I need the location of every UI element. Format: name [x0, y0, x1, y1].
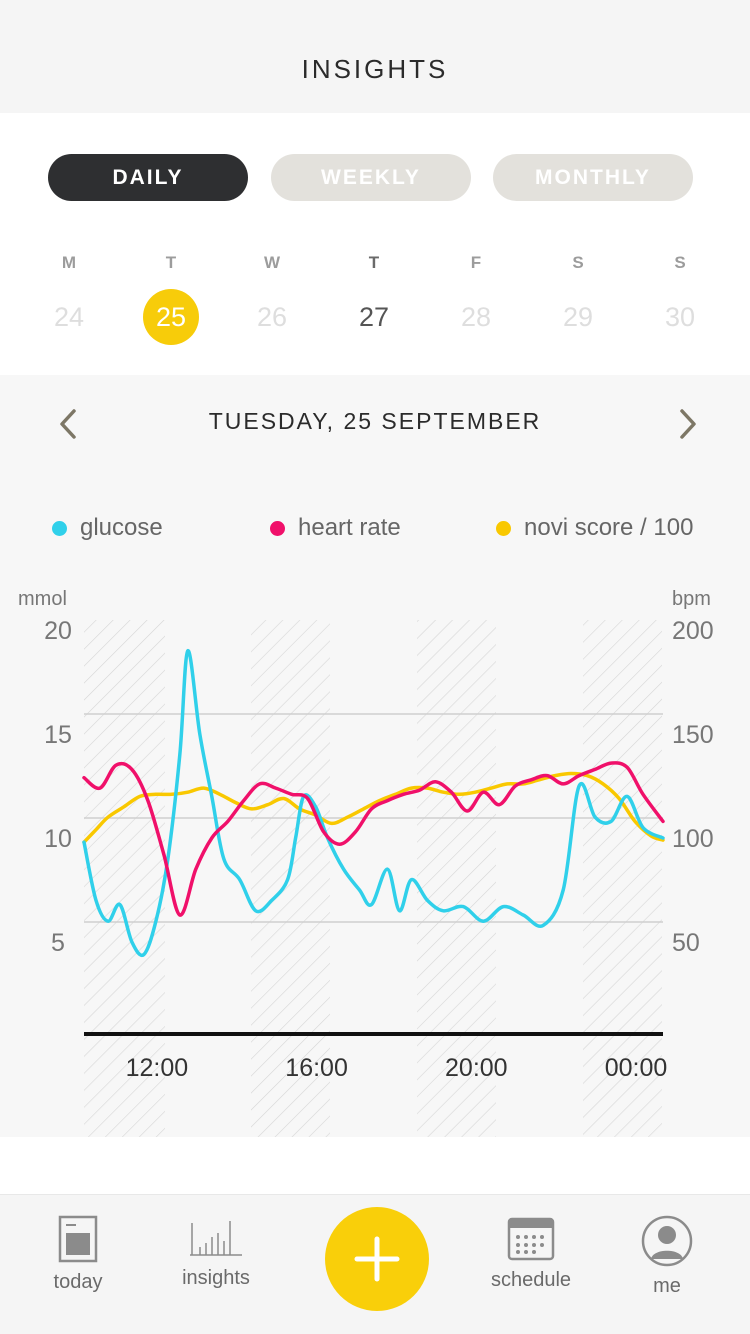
time-band: [84, 620, 165, 1160]
time-band: [251, 620, 330, 1160]
selected-day-number[interactable]: 25: [143, 289, 199, 345]
week-day-thu: T 27: [344, 253, 404, 345]
tab-monthly[interactable]: MONTHLY: [493, 154, 693, 201]
day-letter: F: [470, 253, 482, 272]
week-day-sun: S 30: [650, 253, 710, 345]
right-axis-tick: 100: [672, 825, 714, 853]
day-number[interactable]: 28: [460, 301, 492, 332]
today-day-number[interactable]: 27: [358, 301, 390, 332]
top-bar: INSIGHTS: [0, 0, 750, 113]
left-axis-tick: 15: [44, 721, 72, 749]
today-icon: [58, 1215, 98, 1263]
left-axis-tick: 20: [44, 617, 72, 645]
tab-label: insights: [182, 1267, 250, 1289]
day-letter: W: [263, 253, 281, 272]
legend-label: heart rate: [298, 514, 401, 541]
week-day-fri: F 28: [446, 253, 506, 345]
time-band: [583, 620, 662, 1160]
day-number[interactable]: 30: [664, 301, 696, 332]
legend-glucose: glucose: [52, 514, 163, 542]
right-axis-tick: 150: [672, 721, 714, 749]
left-axis-tick: 5: [51, 929, 65, 957]
add-button[interactable]: [325, 1207, 429, 1311]
novi-score-dot: [496, 520, 511, 536]
tab-label: me: [653, 1275, 681, 1297]
time-band: [417, 620, 496, 1160]
tab-schedule[interactable]: schedule: [471, 1215, 591, 1292]
tab-label: schedule: [490, 1269, 572, 1291]
x-axis-tick: 16:00: [285, 1054, 348, 1082]
tab-today[interactable]: today: [18, 1215, 138, 1294]
page-title: INSIGHTS: [301, 54, 449, 84]
bottom-tab-bar: today insights: [0, 1194, 750, 1334]
heart-rate-dot: [270, 520, 285, 536]
day-letter: S: [674, 253, 686, 272]
tab-weekly[interactable]: WEEKLY: [271, 154, 471, 201]
tab-daily[interactable]: DAILY: [48, 154, 248, 201]
x-axis-tick: 00:00: [605, 1054, 668, 1082]
period-panel: DAILY WEEKLY MONTHLY M 24 T 25 W 26 T 27…: [0, 113, 750, 375]
insights-icon: [190, 1221, 242, 1256]
plus-icon: [354, 1236, 400, 1282]
week-day-tue: T 25: [141, 253, 201, 345]
date-title: TUESDAY, 25 SEPTEMBER: [208, 408, 542, 434]
date-navigator: TUESDAY, 25 SEPTEMBER: [0, 376, 750, 471]
chevron-left-icon[interactable]: [54, 404, 84, 444]
tab-label: today: [53, 1271, 103, 1293]
day-number[interactable]: 29: [562, 301, 594, 332]
right-axis-tick: 50: [672, 929, 700, 957]
spacer: [0, 1137, 750, 1194]
calendar-icon: [507, 1217, 555, 1261]
profile-icon: [641, 1215, 693, 1267]
day-letter: T: [368, 253, 380, 272]
insights-chart: mmol bpm 20 15 10 5 200 150 100 50 12:00 16:00 20:…: [18, 588, 714, 1160]
x-axis-tick: 20:00: [445, 1054, 508, 1082]
day-number[interactable]: 24: [53, 301, 85, 332]
left-axis-unit: mmol: [18, 588, 67, 610]
x-axis-tick: 12:00: [126, 1054, 189, 1082]
heart-rate-line: [82, 761, 665, 917]
legend-label: novi score / 100: [524, 514, 694, 541]
day-letter: S: [572, 253, 584, 272]
week-day-mon: M 24: [39, 253, 99, 345]
right-axis-unit: bpm: [672, 588, 711, 610]
glucose-dot: [52, 520, 67, 536]
week-day-wed: W 26: [242, 253, 302, 345]
day-number[interactable]: 26: [256, 301, 288, 332]
week-day-sat: S 29: [548, 253, 608, 345]
tab-insights[interactable]: insights: [156, 1215, 276, 1290]
legend-novi-score: novi score / 100: [496, 514, 693, 542]
day-letter: M: [61, 253, 77, 272]
novi-score-line: [82, 771, 665, 844]
day-letter: T: [165, 253, 177, 272]
legend-heart-rate: heart rate: [270, 514, 401, 542]
legend-label: glucose: [80, 514, 163, 541]
chevron-right-icon[interactable]: [672, 404, 702, 444]
left-axis-tick: 10: [44, 825, 72, 853]
right-axis-tick: 200: [672, 617, 714, 645]
tab-me[interactable]: me: [607, 1215, 727, 1298]
